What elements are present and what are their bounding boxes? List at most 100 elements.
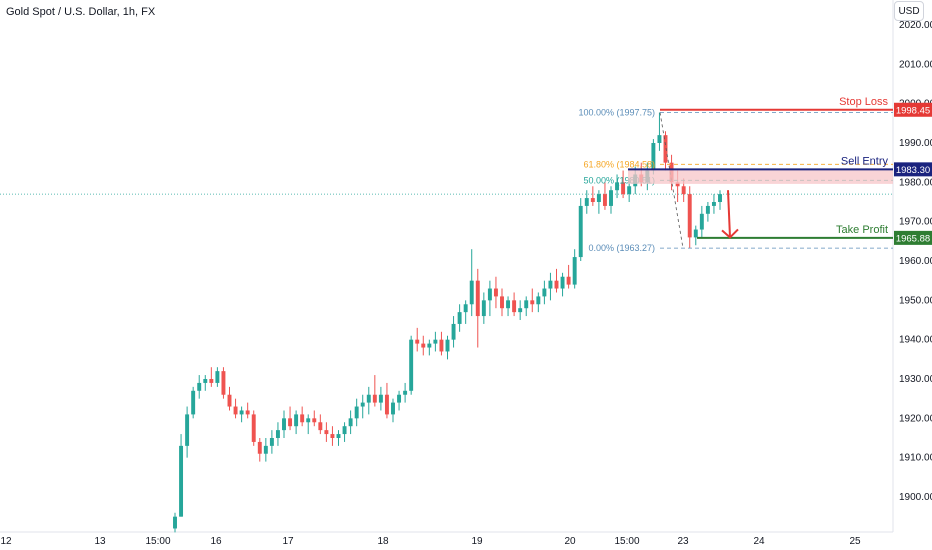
candle-body (463, 304, 468, 313)
candle-body (391, 402, 395, 415)
candle-body (312, 418, 317, 423)
candle-body (263, 445, 268, 454)
candle-body (294, 414, 299, 427)
candle-body (257, 441, 262, 454)
candle-body (197, 382, 202, 391)
candle-body (275, 430, 280, 438)
candle-body (342, 426, 347, 435)
fib-level-label: 50.00% (1980.51) (583, 175, 655, 185)
y-tick-label: 1980.00 (899, 177, 932, 188)
candle-body (693, 229, 698, 238)
y-tick-label: 1910.00 (899, 453, 932, 464)
candle-body (481, 300, 486, 317)
candle-body (627, 186, 632, 195)
candle-body (233, 406, 238, 415)
candle-body (360, 402, 365, 407)
candle-body (542, 288, 547, 297)
candle-body (518, 308, 523, 313)
x-tick-label: 13 (94, 536, 106, 547)
candle-body (699, 213, 704, 230)
candle-body (469, 280, 474, 305)
sell-entry-price-tag (894, 162, 932, 177)
candle-body (572, 257, 577, 285)
candle-body (318, 422, 323, 431)
candle-body (300, 414, 305, 423)
y-tick-label: 2010.00 (899, 59, 932, 70)
currency-selector-button[interactable]: USD (894, 1, 924, 21)
candle-body (366, 394, 371, 403)
candle-body (512, 300, 517, 313)
candle-body (336, 434, 341, 438)
y-tick-label: 1900.00 (899, 492, 932, 503)
candle-body (536, 296, 541, 305)
fib-level-label: 61.80% (1984.58) (583, 159, 655, 169)
fib-level-label: 0.00% (1963.27) (588, 243, 655, 253)
candle-body (409, 339, 414, 391)
candle-body (493, 288, 498, 297)
candle-body (560, 276, 565, 289)
candle-body (348, 418, 353, 427)
candle-body (621, 182, 626, 195)
candle-body (457, 312, 462, 324)
candle-body (705, 205, 710, 214)
candle-body (566, 276, 571, 285)
candle-body (403, 390, 408, 395)
x-tick-label: 18 (377, 536, 389, 547)
sell-entry-label: Sell Entry (841, 155, 889, 167)
candle-body (239, 410, 244, 415)
x-tick-label: 16 (210, 536, 222, 547)
candle-body (596, 194, 601, 202)
candle-body (251, 414, 256, 442)
y-tick-label: 1950.00 (899, 295, 932, 306)
candle-body (427, 343, 432, 348)
y-tick-label: 2020.00 (899, 20, 932, 31)
y-tick-label: 1930.00 (899, 374, 932, 385)
projection-arrow-shaft (727, 190, 731, 238)
candle-body (663, 135, 668, 163)
candle-body (506, 300, 511, 309)
sell-entry-zone (628, 169, 893, 184)
stop-loss-price-label: 1998.45 (896, 105, 930, 116)
candle-body (548, 280, 553, 289)
candle-body (602, 194, 607, 206)
candle-body (324, 430, 329, 435)
chart-title: Gold Spot / U.S. Dollar, 1h, FX (6, 6, 156, 18)
candle-body (681, 186, 686, 195)
candle-body (372, 394, 377, 403)
candle-body (675, 182, 680, 187)
x-tick-label: 19 (471, 536, 483, 547)
y-tick-label: 1960.00 (899, 256, 932, 267)
candle-body (245, 410, 250, 415)
candle-body (445, 339, 450, 352)
candle-body (439, 339, 444, 352)
x-tick-label: 15:00 (614, 536, 639, 547)
candle-body (378, 394, 383, 403)
candle-body (288, 418, 293, 427)
candle-body (584, 198, 589, 206)
candle-body (687, 194, 692, 238)
candle-body (354, 406, 359, 419)
candle-body (306, 418, 311, 423)
candle-body (657, 135, 662, 143)
candle-body (203, 379, 208, 383)
sell-entry-price-label: 1983.30 (896, 165, 930, 176)
candle-body (487, 288, 492, 301)
candle-body (609, 190, 613, 206)
x-tick-label: 20 (564, 536, 576, 547)
x-tick-label: 12 (0, 536, 12, 547)
candle-body (433, 339, 438, 344)
candle-body (269, 438, 274, 446)
candle-body (397, 394, 402, 403)
candle-body (578, 205, 583, 258)
x-tick-label: 24 (753, 536, 765, 547)
x-tick-label: 15:00 (145, 536, 170, 547)
candle-body (615, 182, 620, 191)
candle-body (221, 371, 226, 395)
candle-body (524, 300, 529, 309)
take-profit-price-label: 1965.88 (896, 233, 930, 244)
candle-body (415, 339, 420, 344)
stop-loss-price-tag (894, 102, 932, 117)
x-tick-label: 17 (282, 536, 294, 547)
candle-body (554, 280, 559, 289)
